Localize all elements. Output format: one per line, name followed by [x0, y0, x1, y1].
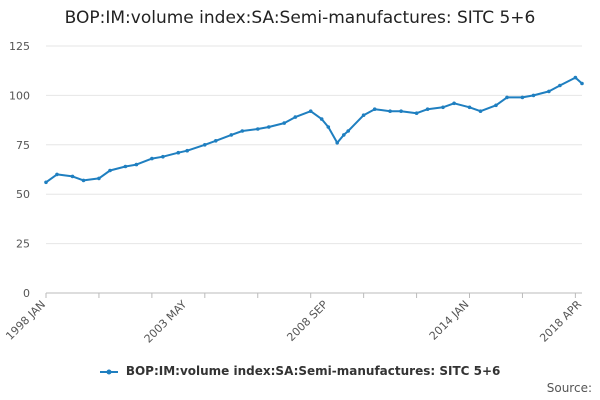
data-point[interactable] [414, 111, 419, 115]
x-axis [45, 292, 582, 298]
x-tick-label: 2008 SEP [284, 298, 330, 344]
data-point[interactable] [214, 139, 218, 143]
data-point[interactable] [108, 168, 112, 173]
y-tick-label: 50 [16, 188, 30, 201]
y-tick-label: 75 [16, 139, 30, 152]
data-point[interactable] [267, 125, 271, 129]
data-point[interactable] [335, 141, 340, 145]
data-point[interactable] [478, 109, 483, 113]
series-layer [44, 75, 584, 185]
chart-title: BOP:IM:volume index:SA:Semi-manufactures… [64, 8, 536, 28]
data-point[interactable] [326, 125, 331, 129]
data-point[interactable] [55, 172, 59, 177]
x-tick-label: 2018 APR [537, 298, 584, 345]
data-point[interactable] [255, 127, 260, 131]
data-point[interactable] [388, 109, 392, 113]
x-axis-ticks: 1998 JAN 2003 MAY 2008 SEP 2014 JAN 2018 APR [3, 298, 584, 346]
data-point[interactable] [319, 117, 324, 121]
data-point[interactable] [70, 174, 75, 179]
data-point[interactable] [441, 105, 445, 110]
data-point[interactable] [44, 180, 48, 185]
data-point[interactable] [494, 103, 498, 108]
data-point[interactable] [81, 178, 86, 183]
legend[interactable]: BOP:IM:volume index:SA:Semi-manufactures… [0, 364, 600, 378]
data-point[interactable] [547, 89, 551, 94]
data-point[interactable] [346, 129, 351, 133]
data-point[interactable] [573, 75, 578, 80]
data-point[interactable] [425, 107, 430, 111]
data-point[interactable] [580, 81, 584, 86]
y-tick-label: 100 [9, 89, 30, 102]
data-point[interactable] [505, 95, 509, 100]
data-point[interactable] [520, 95, 525, 100]
data-point[interactable] [372, 107, 377, 111]
data-point[interactable] [282, 121, 287, 125]
data-point[interactable] [452, 101, 456, 106]
data-point[interactable] [240, 129, 245, 133]
y-tick-label: 25 [16, 238, 30, 251]
data-point[interactable] [176, 150, 181, 155]
data-point[interactable] [531, 93, 536, 98]
data-point[interactable] [134, 162, 139, 167]
data-point[interactable] [185, 148, 189, 153]
x-tick-label: 2014 JAN [427, 298, 472, 343]
x-tick-label: 2003 MAY [142, 298, 190, 346]
data-point[interactable] [342, 133, 346, 137]
legend-label: BOP:IM:volume index:SA:Semi-manufactures… [125, 364, 501, 378]
data-point[interactable] [229, 133, 234, 137]
x-tick-label: 1998 JAN [3, 298, 48, 343]
data-point[interactable] [161, 154, 165, 159]
y-tick-label: 0 [23, 287, 30, 300]
data-point[interactable] [97, 176, 101, 181]
grid-lines [46, 45, 582, 294]
source-label: Source: [546, 381, 592, 395]
data-point[interactable] [558, 83, 562, 88]
series-line [45, 76, 583, 184]
data-point[interactable] [308, 109, 313, 113]
data-point[interactable] [203, 143, 207, 147]
y-axis-ticks: 0 25 50 75 100 125 [9, 40, 30, 300]
data-point[interactable] [150, 156, 154, 161]
data-point[interactable] [293, 115, 298, 119]
data-point[interactable] [123, 164, 128, 169]
legend-swatch [99, 369, 118, 374]
data-point[interactable] [399, 109, 403, 113]
data-point[interactable] [467, 105, 472, 110]
data-point[interactable] [361, 113, 366, 117]
y-tick-label: 125 [9, 40, 30, 53]
